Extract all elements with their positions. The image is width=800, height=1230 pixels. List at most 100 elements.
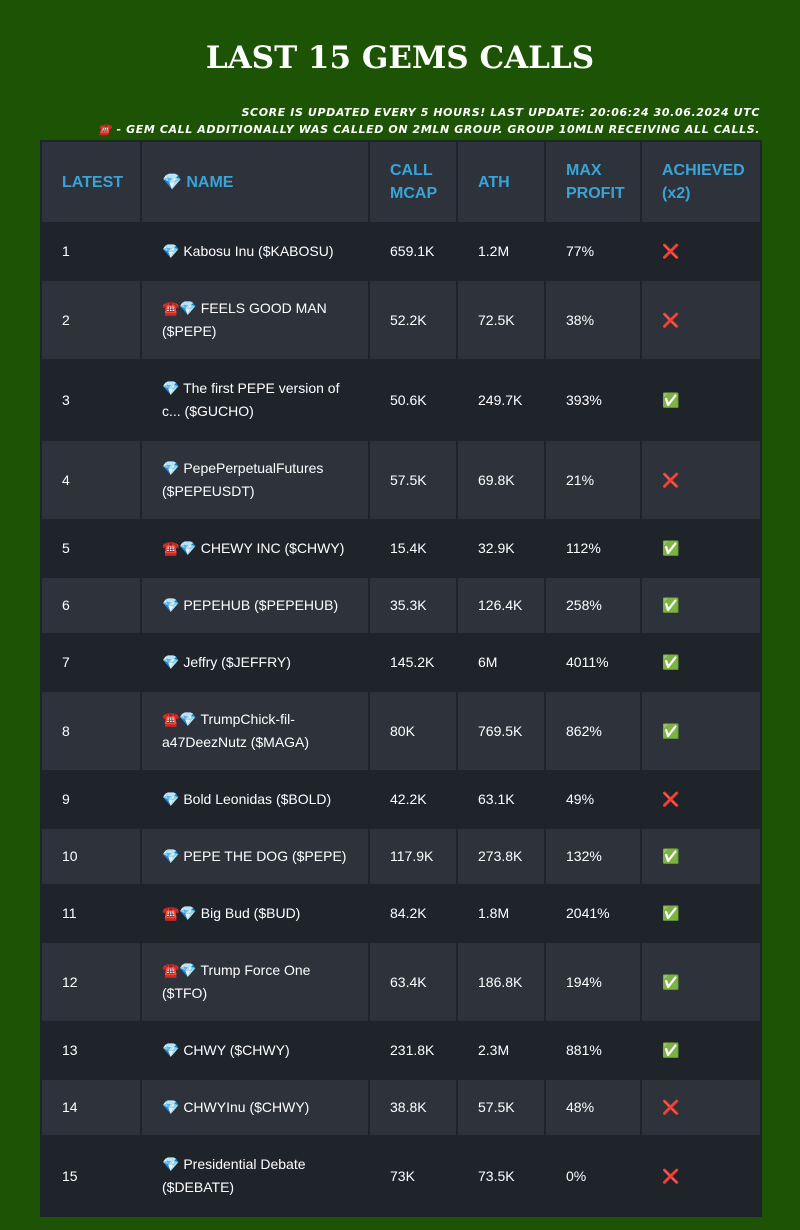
table-cell: ❌ — [640, 279, 762, 361]
table-cell: 💎 CHWYInu ($CHWY) — [140, 1078, 370, 1137]
table-cell: 186.8K — [456, 941, 546, 1023]
table-cell: 145.2K — [368, 633, 458, 692]
table-cell: ✅ — [640, 633, 762, 692]
table-row: 12 ☎️💎 Trump Force One ($TFO) 63.4K 186.8K 1… — [40, 941, 762, 1023]
table-cell: ☎️💎 FEELS GOOD MAN ($PEPE) — [140, 279, 370, 361]
table-cell: 273.8K — [456, 827, 546, 886]
table-cell: 659.1K — [368, 222, 458, 281]
table-cell: 4 — [40, 439, 142, 521]
table-cell: 1.8M — [456, 884, 546, 943]
column-header: LATEST — [40, 140, 142, 224]
table-cell: 7 — [40, 633, 142, 692]
table-cell: 72.5K — [456, 279, 546, 361]
table-cell: 15.4K — [368, 519, 458, 578]
table-row: 15 💎 Presidential Debate ($DEBATE) 73K 73.5… — [40, 1135, 762, 1217]
table-cell: ✅ — [640, 884, 762, 943]
table-cell: 10 — [40, 827, 142, 886]
table-cell: 80K — [368, 690, 458, 772]
column-header: MAX PROFIT — [544, 140, 642, 224]
table-cell: 862% — [544, 690, 642, 772]
table-cell: ❌ — [640, 222, 762, 281]
table-cell: 💎 Jeffry ($JEFFRY) — [140, 633, 370, 692]
table-cell: 258% — [544, 576, 642, 635]
title: LAST 15 GEMS CALLS — [205, 40, 595, 76]
table-cell: ✅ — [640, 690, 762, 772]
table-cell: 15 — [40, 1135, 142, 1217]
table-row: 5 ☎️💎 CHEWY INC ($CHWY) 15.4K 32.9K 112% ✅ — [40, 519, 762, 578]
table-cell: ❌ — [640, 770, 762, 829]
table-row: 13 💎 CHWY ($CHWY) 231.8K 2.3M 881% ✅ — [40, 1021, 762, 1080]
calls-table: LATEST 💎 NAME CALL MCAP ATH MAX PROFIT ACHIEV… — [40, 140, 762, 1217]
table-cell: 38% — [544, 279, 642, 361]
table-cell: 117.9K — [368, 827, 458, 886]
table-cell: ❌ — [640, 439, 762, 521]
table-cell: 💎 Presidential Debate ($DEBATE) — [140, 1135, 370, 1217]
table-cell: 84.2K — [368, 884, 458, 943]
table-cell: 126.4K — [456, 576, 546, 635]
table-cell: 💎 The first PEPE version of c... ($GUCHO… — [140, 359, 370, 441]
table-cell: 769.5K — [456, 690, 546, 772]
column-header: 💎 NAME — [140, 140, 370, 224]
table-cell: 6M — [456, 633, 546, 692]
table-row: 7 💎 Jeffry ($JEFFRY) 145.2K 6M 4011% ✅ — [40, 633, 762, 692]
table-cell: 57.5K — [456, 1078, 546, 1137]
table-row: 3 💎 The first PEPE version of c... ($GUCH… — [40, 359, 762, 441]
table-cell: ☎️💎 Trump Force One ($TFO) — [140, 941, 370, 1023]
table-cell: ✅ — [640, 827, 762, 886]
table-cell: 💎 Kabosu Inu ($KABOSU) — [140, 222, 370, 281]
table-cell: 50.6K — [368, 359, 458, 441]
table-cell: 11 — [40, 884, 142, 943]
table-cell: 2 — [40, 279, 142, 361]
table-cell: 1 — [40, 222, 142, 281]
table-cell: 0% — [544, 1135, 642, 1217]
table-cell: 69.8K — [456, 439, 546, 521]
table-row: 10 💎 PEPE THE DOG ($PEPE) 117.9K 273.8K 132%… — [40, 827, 762, 886]
table-cell: ❌ — [640, 1078, 762, 1137]
table-cell: 57.5K — [368, 439, 458, 521]
table-cell: 9 — [40, 770, 142, 829]
table-cell: ☎️💎 CHEWY INC ($CHWY) — [140, 519, 370, 578]
table-cell: 42.2K — [368, 770, 458, 829]
table-cell: 231.8K — [368, 1021, 458, 1080]
table-cell: 194% — [544, 941, 642, 1023]
table-cell: 12 — [40, 941, 142, 1023]
table-cell: 132% — [544, 827, 642, 886]
table-cell: 6 — [40, 576, 142, 635]
table-row: 1 💎 Kabosu Inu ($KABOSU) 659.1K 1.2M 77% ❌ — [40, 222, 762, 281]
table-cell: 63.4K — [368, 941, 458, 1023]
table-header: LATEST 💎 NAME CALL MCAP ATH MAX PROFIT ACHIEV… — [40, 140, 762, 224]
column-header: ACHIEVED (x2) — [640, 140, 762, 224]
table-cell: 112% — [544, 519, 642, 578]
table-cell: 4011% — [544, 633, 642, 692]
table-cell: 393% — [544, 359, 642, 441]
table-cell: 49% — [544, 770, 642, 829]
table-cell: ✅ — [640, 519, 762, 578]
table-row: 8 ☎️💎 TrumpChick-fil-a47DeezNutz ($MAGA) 8… — [40, 690, 762, 772]
table-row: 2 ☎️💎 FEELS GOOD MAN ($PEPE) 52.2K 72.5K 38%… — [40, 279, 762, 361]
table-row: 9 💎 Bold Leonidas ($BOLD) 42.2K 63.1K 49% ❌ — [40, 770, 762, 829]
table-row: 4 💎 PepePerpetualFutures ($PEPEUSDT) 57.5K… — [40, 439, 762, 521]
table-cell: 35.3K — [368, 576, 458, 635]
table-cell: 2041% — [544, 884, 642, 943]
table-cell: 73K — [368, 1135, 458, 1217]
table-cell: 3 — [40, 359, 142, 441]
table-row: 14 💎 CHWYInu ($CHWY) 38.8K 57.5K 48% ❌ — [40, 1078, 762, 1137]
table-cell: 48% — [544, 1078, 642, 1137]
table-cell: ☎️💎 TrumpChick-fil-a47DeezNutz ($MAGA) — [140, 690, 370, 772]
table-cell: 52.2K — [368, 279, 458, 361]
table-cell: 881% — [544, 1021, 642, 1080]
table-cell: 💎 PEPE THE DOG ($PEPE) — [140, 827, 370, 886]
table-cell: 💎 CHWY ($CHWY) — [140, 1021, 370, 1080]
column-header: ATH — [456, 140, 546, 224]
table-cell: ✅ — [640, 1021, 762, 1080]
table-cell: 21% — [544, 439, 642, 521]
table-row: 6 💎 PEPEHUB ($PEPEHUB) 35.3K 126.4K 258% ✅ — [40, 576, 762, 635]
table-cell: ❌ — [640, 1135, 762, 1217]
table-cell: ☎️💎 Big Bud ($BUD) — [140, 884, 370, 943]
table-cell: 13 — [40, 1021, 142, 1080]
table-cell: 77% — [544, 222, 642, 281]
subtitle: ☎️ - GEM CALL ADDITIONALLY WAS CALLED ON… — [97, 123, 760, 136]
table-body: 1 💎 Kabosu Inu ($KABOSU) 659.1K 1.2M 77% ❌ 2 ☎️… — [40, 222, 762, 1217]
table-cell: 249.7K — [456, 359, 546, 441]
